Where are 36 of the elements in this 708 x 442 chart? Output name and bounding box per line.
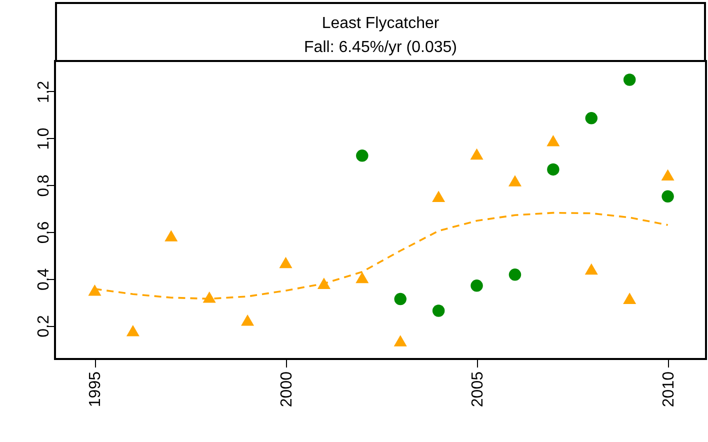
point — [164, 230, 178, 242]
point — [356, 150, 368, 162]
point — [661, 169, 674, 181]
x-tick-label: 2010 — [660, 371, 678, 408]
point — [356, 272, 369, 284]
point — [279, 256, 292, 268]
point — [394, 335, 407, 346]
point — [547, 163, 560, 176]
x-tick-label: 2000 — [278, 371, 296, 408]
point — [126, 325, 140, 336]
point — [241, 314, 254, 326]
point — [585, 112, 598, 124]
point — [470, 148, 484, 160]
point — [394, 292, 406, 306]
chart-subtitle: Fall: 6.45%/yr (0.035) — [304, 39, 457, 56]
point — [88, 284, 102, 296]
point — [432, 304, 445, 317]
x-tick-label: 1995 — [87, 371, 104, 408]
y-tick-label: 0.2 — [36, 315, 52, 338]
point — [662, 190, 674, 203]
y-tick-label: 0.4 — [36, 268, 52, 290]
point — [623, 292, 636, 304]
y-tick-label: 1.0 — [36, 128, 52, 150]
point — [432, 190, 446, 202]
y-tick-label: 0.8 — [36, 174, 52, 197]
chart-title: Least Flycatcher — [322, 15, 440, 32]
point — [623, 74, 636, 86]
point — [508, 268, 522, 281]
point — [508, 175, 522, 186]
point — [546, 135, 560, 146]
y-tick-label: 1.2 — [36, 80, 52, 104]
x-tick-label: 2005 — [469, 371, 486, 408]
point — [470, 280, 483, 292]
point — [584, 263, 598, 275]
y-tick-label: 0.6 — [36, 221, 52, 244]
point — [202, 292, 216, 303]
